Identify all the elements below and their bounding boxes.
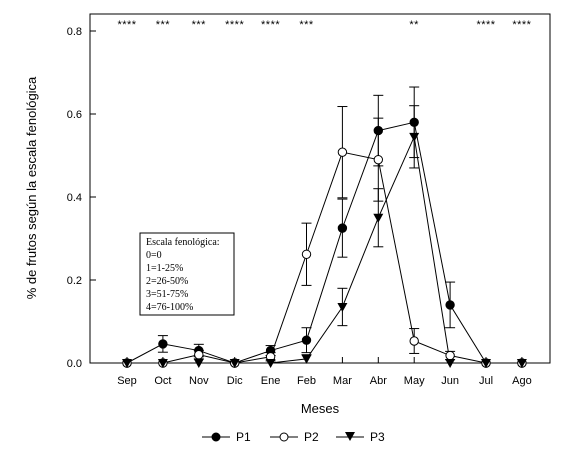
scale-item: 2=26-50% (146, 276, 188, 287)
legend-item-p2: P2 (270, 430, 319, 444)
legend-marker-p2 (279, 432, 289, 442)
x-axis: Sep Oct Nov Dic Ene Feb Mar Abr May Jun Jul Ago (117, 357, 532, 387)
data-point-p2 (301, 249, 312, 259)
scale-box-frame (139, 232, 235, 316)
significance-marker: **** (117, 19, 136, 31)
data-point-p1 (337, 223, 348, 233)
y-tick-label: 0.0 (67, 358, 82, 370)
data-point-p1 (373, 125, 383, 136)
scale-box-title: Escala fenológica: (146, 237, 220, 248)
x-tick-label: Ago (512, 375, 532, 387)
data-point-p1 (409, 117, 419, 128)
y-tick-label: 0.6 (67, 109, 82, 121)
scale-item: 4=76-100% (146, 302, 193, 313)
legend-item-p1: P1 (202, 430, 251, 444)
x-tick-label: Mar (333, 375, 352, 387)
data-point-p1 (158, 339, 168, 349)
x-tick-label: Sep (117, 375, 137, 387)
legend-item-p3: P3 (336, 430, 385, 444)
y-axis-title: % de frutos según la escala fenológica (24, 76, 39, 299)
y-tick-label: 0.2 (67, 275, 82, 287)
y-axis: 0.0 0.2 0.4 0.6 0.8 (67, 26, 96, 370)
legend-label-p1: P1 (236, 430, 251, 444)
significance-marker: ** (409, 19, 419, 31)
data-point-p3 (301, 354, 312, 364)
scale-item: 3=51-75% (146, 289, 188, 300)
series-lines (126, 121, 522, 364)
data-point-p3 (409, 132, 420, 142)
legend-marker-p3 (345, 432, 355, 441)
scale-item: 0=0 (146, 250, 162, 261)
data-point-p2 (337, 147, 348, 157)
x-tick-label: Ene (261, 375, 281, 387)
x-tick-label: Jun (441, 375, 459, 387)
data-point-p2 (409, 336, 419, 346)
data-point-p3 (373, 213, 384, 223)
significance-marker: *** (192, 19, 207, 31)
significance-marker: *** (156, 19, 171, 31)
legend-label-p3: P3 (370, 430, 385, 444)
y-tick-label: 0.4 (67, 192, 82, 204)
x-tick-label: Oct (154, 375, 171, 387)
x-tick-label: May (404, 375, 425, 387)
significance-marker: **** (261, 19, 280, 31)
scale-item: 1=1-25% (146, 263, 183, 274)
data-point-p1 (301, 335, 312, 345)
data-point-p3 (337, 302, 348, 312)
series-line-p3 (127, 135, 522, 364)
series-line-p1 (126, 121, 522, 364)
significance-marker: *** (299, 19, 314, 31)
series-points (122, 117, 527, 368)
legend-label-p2: P2 (304, 430, 319, 444)
data-point-p3 (445, 359, 456, 368)
data-point-p2 (373, 154, 383, 165)
x-tick-label: Dic (227, 375, 243, 387)
significance-markers: **** *** *** **** **** *** ** **** **** (117, 19, 531, 31)
data-point-p3 (193, 359, 204, 368)
data-point-p1 (445, 300, 455, 310)
legend-marker-p1 (211, 432, 221, 442)
data-point-p3 (516, 359, 527, 368)
data-point-p3 (265, 359, 276, 368)
legend: P1 P2 P3 (202, 430, 385, 444)
significance-marker: **** (512, 19, 531, 31)
data-point-p3 (157, 359, 168, 368)
series-line-p2 (127, 151, 522, 364)
data-point-p2 (194, 350, 204, 360)
phenological-scale-box: Escala fenológica: 0=0 1=1-25% 2=26-50% … (139, 232, 235, 316)
significance-marker: **** (476, 19, 495, 31)
x-tick-label: Feb (297, 375, 316, 387)
x-tick-label: Jul (479, 375, 493, 387)
significance-marker: **** (225, 19, 244, 31)
x-tick-label: Nov (189, 375, 209, 387)
data-point-p3 (122, 359, 132, 368)
y-tick-label: 0.8 (67, 26, 82, 38)
x-axis-title: Meses (301, 401, 340, 416)
data-point-p2 (445, 350, 455, 361)
data-point-p3 (481, 359, 491, 368)
data-point-p3 (229, 359, 240, 368)
x-tick-label: Abr (370, 375, 387, 387)
